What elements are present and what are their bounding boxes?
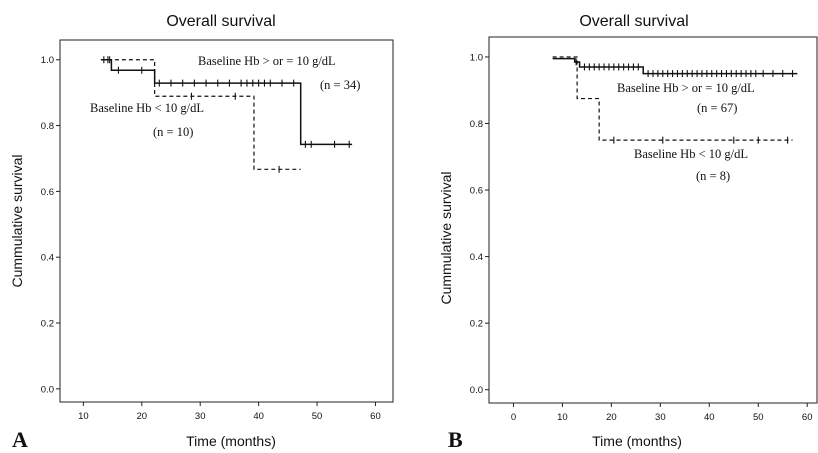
panel-b-y-tick-label: 0.2	[470, 319, 483, 330]
panel-a-title: Overall survival	[166, 13, 275, 30]
panel-b-x-tick-label: 0	[511, 412, 516, 423]
panel-b-y-tick-label: 0.0	[470, 385, 483, 396]
panel-a-letter: A	[12, 427, 28, 452]
panel-a-series-1-label: Baseline Hb > or = 10 g/dL	[198, 54, 336, 68]
panel-a-y-tick-label: 0.4	[41, 253, 54, 264]
panel-b-series-2-n: (n = 8)	[696, 169, 730, 183]
panel-a-y-tick-label: 0.6	[41, 187, 54, 198]
panel-a-series-2-label: Baseline Hb < 10 g/dL	[90, 101, 204, 115]
panel-b-x-tick-label: 50	[753, 412, 764, 423]
panel-a-x-tick-label: 40	[253, 411, 264, 422]
panel-a-series-2-n: (n = 10)	[153, 125, 193, 139]
panel-b-letter: B	[448, 427, 463, 452]
panel-a-x-tick-label: 30	[195, 411, 206, 422]
panel-b-x-axis-label: Time (months)	[592, 433, 682, 449]
panel-b-series-1-label: Baseline Hb > or = 10 g/dL	[617, 81, 755, 95]
panel-b-series-2-curve	[552, 56, 793, 141]
panel-b-x-tick-label: 30	[655, 412, 666, 423]
panel-b-x-tick-label: 20	[606, 412, 617, 423]
panel-b-y-axis-label: Cummulative survival	[438, 171, 454, 304]
panel-b-y-tick-label: 1.0	[470, 52, 483, 63]
panel-b-plot-frame	[488, 36, 818, 404]
panel-b-curves	[552, 56, 798, 144]
panel-a-y-tick-label: 0.0	[41, 384, 54, 395]
panel-a-plot-frame	[59, 39, 394, 403]
panel-b-series-1-n: (n = 67)	[697, 101, 737, 115]
panel-a-y-axis-label: Cummulative survival	[9, 154, 25, 287]
panel-b-title: Overall survival	[579, 13, 688, 30]
panel-b-ticks: 0 10 20 30 40 50 60 0.0 0.2 0.4 0.6 0.8 1.0	[470, 52, 813, 423]
panel-a-ticks: 10 20 30 40 50 60 0.0 0.2 0.4 0.6 0.8 1.0	[41, 55, 381, 422]
panel-a-series-1-n: (n = 34)	[320, 78, 360, 92]
panel-b-x-tick-label: 60	[802, 412, 813, 423]
panel-a-x-tick-label: 60	[370, 411, 381, 422]
panel-a-y-tick-label: 1.0	[41, 55, 54, 66]
panel-a-curves	[100, 56, 353, 173]
panel-a-x-tick-label: 10	[78, 411, 89, 422]
panel-b-x-tick-label: 40	[704, 412, 715, 423]
panel-a-x-axis-label: Time (months)	[186, 433, 276, 449]
panel-a-y-tick-label: 0.8	[41, 121, 54, 132]
panel-b-series-2-label: Baseline Hb < 10 g/dL	[634, 147, 748, 161]
panel-b-y-tick-label: 0.6	[470, 186, 483, 197]
panel-b: Overall survival 0 10 20 30 40 50 600.00.20.40…	[438, 13, 818, 452]
panel-a: Overall survival 10 20 30 40 50 60 0.0 0.2 0.4 0.…	[9, 13, 394, 452]
panel-b-x-tick-label: 10	[557, 412, 568, 423]
panel-b-y-tick-label: 0.8	[470, 119, 483, 130]
panel-a-x-tick-label: 50	[312, 411, 323, 422]
panel-a-series-2-curve	[100, 59, 301, 170]
panel-a-y-tick-label: 0.2	[41, 319, 54, 330]
panel-a-x-tick-label: 20	[137, 411, 148, 422]
panel-b-series-1-curve	[552, 57, 798, 75]
panel-b-y-tick-label: 0.4	[470, 252, 483, 263]
